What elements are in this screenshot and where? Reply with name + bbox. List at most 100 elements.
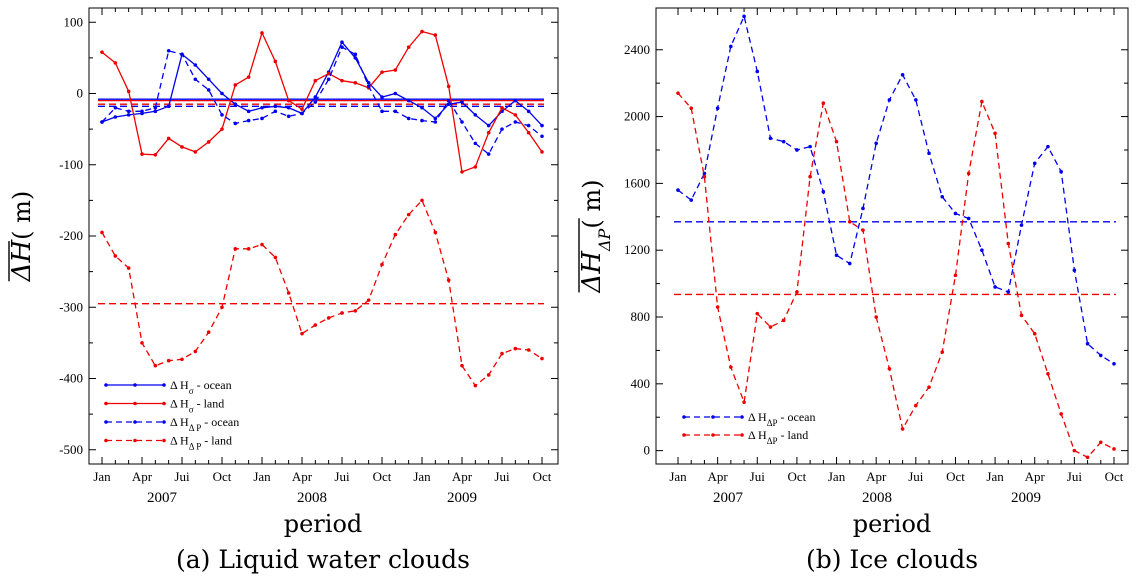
data-point: [153, 109, 158, 114]
data-point: [420, 29, 424, 34]
data-point: [486, 130, 491, 135]
data-point: [500, 105, 504, 110]
x-tick-label: Jan: [986, 469, 1004, 484]
y-tick-label: 2000: [624, 109, 650, 124]
data-point: [193, 349, 198, 354]
data-point: [1112, 361, 1116, 366]
data-point: [821, 189, 826, 194]
data-point: [166, 104, 171, 109]
data-point: [193, 150, 198, 154]
data-point: [1032, 331, 1037, 336]
x-tick-label: Apr: [708, 469, 729, 484]
data-point: [473, 165, 478, 169]
y-tick-label: 100: [64, 14, 84, 29]
data-point: [153, 105, 158, 110]
data-point: [406, 45, 411, 49]
data-point: [313, 95, 318, 99]
x-tick-label: Jan: [669, 469, 687, 484]
data-point: [193, 63, 198, 67]
legend-marker: [162, 401, 166, 406]
data-point: [473, 383, 478, 388]
data-point: [246, 109, 251, 114]
data-point: [953, 211, 958, 216]
data-point: [126, 113, 131, 117]
x-tick-label: Jan: [93, 469, 111, 484]
data-point: [406, 212, 411, 217]
data-point: [460, 363, 464, 368]
x-ticks: Jan Apr Jui Oct Jan Apr Jui Oct Jan Apr Jui Oct: [669, 8, 1124, 484]
data-point: [246, 75, 251, 79]
data-point: [900, 427, 905, 431]
data-point: [353, 81, 358, 85]
data-point: [1046, 144, 1050, 149]
data-point: [446, 102, 451, 106]
data-point: [220, 113, 224, 117]
data-point: [821, 101, 826, 106]
data-point: [353, 56, 358, 60]
data-point: [834, 253, 839, 258]
y-tick-label: 400: [631, 376, 651, 391]
legend-marker: [133, 438, 137, 443]
data-point: [1046, 372, 1050, 376]
data-point: [795, 290, 799, 294]
data-point: [702, 174, 707, 179]
data-point: [113, 254, 118, 258]
legend-marker: [740, 433, 744, 437]
data-point: [340, 78, 344, 83]
y-tick-label: -400: [59, 371, 83, 386]
legend-marker: [711, 415, 715, 419]
legend-label: Δ HΔ P - land: [170, 434, 232, 452]
legend-marker: [133, 383, 137, 387]
data-point: [433, 116, 438, 121]
data-point: [1006, 290, 1011, 294]
data-point: [273, 59, 278, 64]
x-tick-label: Apr: [292, 469, 313, 484]
data-point: [513, 113, 518, 117]
legend-marker: [740, 415, 744, 419]
data-point: [526, 109, 531, 114]
data-point: [313, 323, 318, 327]
data-point: [927, 151, 931, 156]
x-tick-label: Oct: [946, 469, 965, 484]
caption: (b) Ice clouds: [806, 545, 978, 574]
data-point: [153, 152, 158, 157]
x-tick-label: Apr: [866, 469, 887, 484]
data-point: [526, 123, 531, 128]
year-label: 2007: [713, 490, 744, 506]
x-tick-label: Jan: [253, 469, 271, 484]
data-point: [406, 116, 411, 121]
legend-marker: [162, 438, 166, 443]
data-point: [1112, 447, 1116, 451]
data-point: [768, 136, 773, 141]
data-point: [260, 31, 264, 35]
data-point: [1072, 268, 1077, 273]
x-tick-label: Jui: [494, 469, 510, 484]
x-tick-label: Apr: [452, 469, 473, 484]
legend-label: Δ HΔ P - ocean: [170, 415, 239, 433]
series-group: [100, 29, 544, 388]
legend-marker: [711, 433, 715, 437]
data-point: [1072, 448, 1077, 453]
data-point: [1032, 161, 1037, 166]
year-labels: 2007 2008 2009: [713, 490, 1041, 506]
data-point: [300, 107, 304, 111]
legend-label: Δ Hσ - ocean: [170, 378, 232, 396]
data-point: [847, 261, 852, 266]
data-point: [1098, 353, 1103, 358]
data-point: [914, 403, 918, 408]
data-point: [260, 105, 264, 110]
x-tick-label: Oct: [373, 469, 392, 484]
data-point: [100, 230, 104, 235]
data-point: [340, 40, 344, 44]
data-point: [180, 357, 184, 362]
data-point: [676, 91, 680, 95]
data-point: [206, 88, 211, 92]
data-point: [206, 330, 211, 334]
data-point: [393, 232, 398, 237]
data-point: [406, 98, 411, 103]
data-point: [1059, 412, 1063, 416]
data-point: [473, 141, 478, 146]
series-group: [676, 14, 1116, 460]
data-point: [126, 266, 131, 270]
